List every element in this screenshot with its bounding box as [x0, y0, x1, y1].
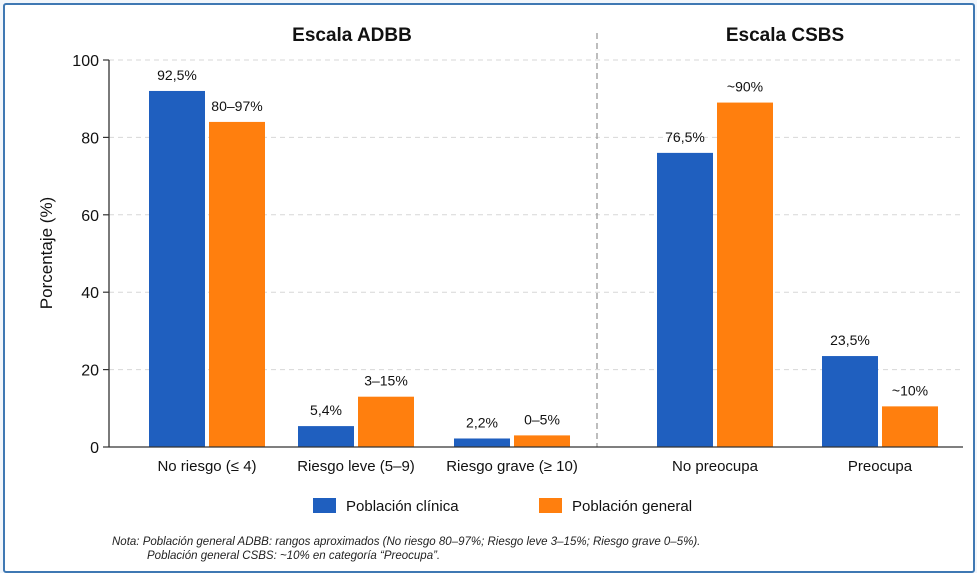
category-label: Riesgo leve (5–9) — [297, 458, 415, 475]
y-axis-ticks: 0 20 40 60 80 100 — [72, 53, 109, 457]
footnote: Nota: Población general ADBB: rangos apr… — [112, 535, 700, 563]
footnote-label: Nota: — [112, 536, 140, 548]
bar-poblacion-clinica — [149, 90, 205, 448]
bar-poblacion-general — [209, 121, 265, 448]
data-label: 5,4% — [310, 402, 342, 418]
data-label: ~90% — [727, 79, 763, 95]
category-label: Riesgo grave (≥ 10) — [446, 458, 578, 475]
bar-poblacion-clinica — [822, 356, 878, 447]
legend: Población clínica Población general — [313, 498, 692, 515]
bar-poblacion-general — [717, 102, 773, 447]
data-label: 80–97% — [211, 98, 262, 114]
footnote-line-2: Población general CSBS: ~10% en categorí… — [147, 550, 441, 562]
y-tick-label-100: 100 — [72, 53, 99, 70]
y-tick-label-60: 60 — [81, 208, 99, 225]
bar-poblacion-clinica — [454, 438, 510, 447]
data-label: 92,5% — [157, 67, 197, 83]
y-tick-label-0: 0 — [90, 440, 99, 457]
data-label: 3–15% — [364, 373, 408, 389]
bar-poblacion-general — [882, 406, 938, 447]
bar-poblacion-clinica — [657, 152, 713, 447]
panel-title-2: Escala CSBS — [726, 25, 844, 46]
y-tick-label-20: 20 — [81, 363, 99, 380]
panel-title-1: Escala ADBB — [292, 25, 412, 46]
category-labels: No riesgo (≤ 4) Riesgo leve (5–9) Riesgo g… — [157, 458, 912, 475]
y-tick-label-40: 40 — [81, 285, 99, 302]
bar-poblacion-general — [358, 396, 414, 447]
data-label: ~10% — [892, 382, 928, 398]
category-label: Preocupa — [848, 458, 913, 475]
bar-poblacion-general — [514, 435, 570, 447]
bars — [149, 90, 938, 448]
y-axis-label: Porcentaje (%) — [37, 197, 56, 309]
y-tick-label-80: 80 — [81, 130, 99, 147]
data-labels: 92,5% 80–97% 5,4% 3–15% 2,2% 0–5% 76,5% ~90% 23,… — [157, 67, 928, 431]
legend-swatch-1 — [313, 498, 336, 513]
category-label: No preocupa — [672, 458, 759, 475]
footnote-line-1: Población general ADBB: rangos aproximad… — [142, 536, 701, 548]
data-label: 23,5% — [830, 332, 870, 348]
bar-poblacion-clinica — [298, 426, 354, 447]
data-label: 2,2% — [466, 414, 498, 430]
data-label: 0–5% — [524, 411, 560, 427]
legend-label-2: Población general — [572, 498, 692, 515]
data-label: 76,5% — [665, 129, 705, 145]
legend-label-1: Población clínica — [346, 498, 459, 515]
gridlines — [109, 59, 963, 371]
category-label: No riesgo (≤ 4) — [157, 458, 256, 475]
legend-swatch-2 — [539, 498, 562, 513]
panel-titles: Escala ADBB Escala CSBS — [292, 25, 844, 46]
